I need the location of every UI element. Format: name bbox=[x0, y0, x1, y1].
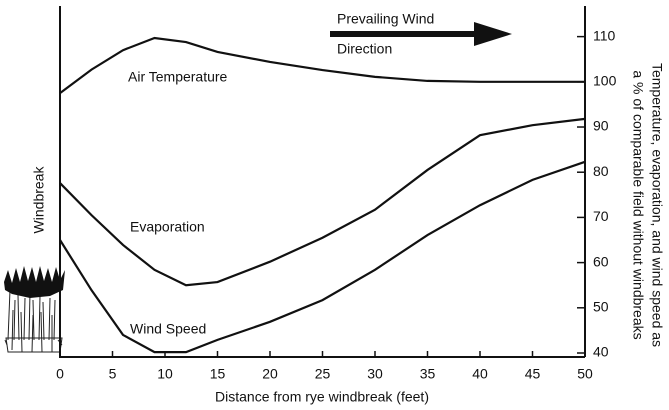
annotation: Prevailing Wind bbox=[337, 11, 434, 27]
series-label: Evaporation bbox=[130, 219, 205, 235]
x-tick-label: 0 bbox=[56, 366, 64, 382]
wind-arrow-head bbox=[474, 22, 512, 46]
y-tick-label: 50 bbox=[593, 299, 609, 315]
x-tick-label: 45 bbox=[525, 366, 541, 382]
y-axis-label: Temperature, evaporation, and wind speed… bbox=[649, 63, 665, 347]
y-tick-label: 80 bbox=[593, 163, 609, 179]
x-axis-label: Distance from rye windbreak (feet) bbox=[215, 389, 429, 405]
series-line bbox=[59, 160, 586, 354]
x-tick-label: 25 bbox=[315, 366, 331, 382]
x-tick-label: 30 bbox=[367, 366, 383, 382]
series-label: Wind Speed bbox=[130, 321, 206, 337]
windbreak-drawing bbox=[4, 266, 65, 353]
x-tick-label: 40 bbox=[472, 366, 488, 382]
x-tick-label: 35 bbox=[420, 366, 436, 382]
x-tick-label: 5 bbox=[109, 366, 117, 382]
y-tick-label: 100 bbox=[593, 73, 617, 89]
x-tick-label: 10 bbox=[157, 366, 173, 382]
y-axis-label: a % of comparable field without windbrea… bbox=[630, 70, 646, 339]
y-tick-label: 90 bbox=[593, 118, 609, 134]
annotation: Direction bbox=[337, 41, 392, 57]
y-tick-label: 70 bbox=[593, 208, 609, 224]
left-label: Windbreak bbox=[31, 166, 47, 234]
x-tick-label: 50 bbox=[577, 366, 593, 382]
x-tick-label: 15 bbox=[210, 366, 226, 382]
x-tick-label: 20 bbox=[262, 366, 278, 382]
y-tick-label: 40 bbox=[593, 344, 609, 360]
y-tick-label: 60 bbox=[593, 253, 609, 269]
series-line bbox=[59, 117, 586, 287]
series-label: Air Temperature bbox=[128, 69, 228, 85]
series-line bbox=[59, 36, 585, 94]
axes bbox=[59, 6, 586, 358]
y-tick-label: 110 bbox=[593, 27, 616, 43]
